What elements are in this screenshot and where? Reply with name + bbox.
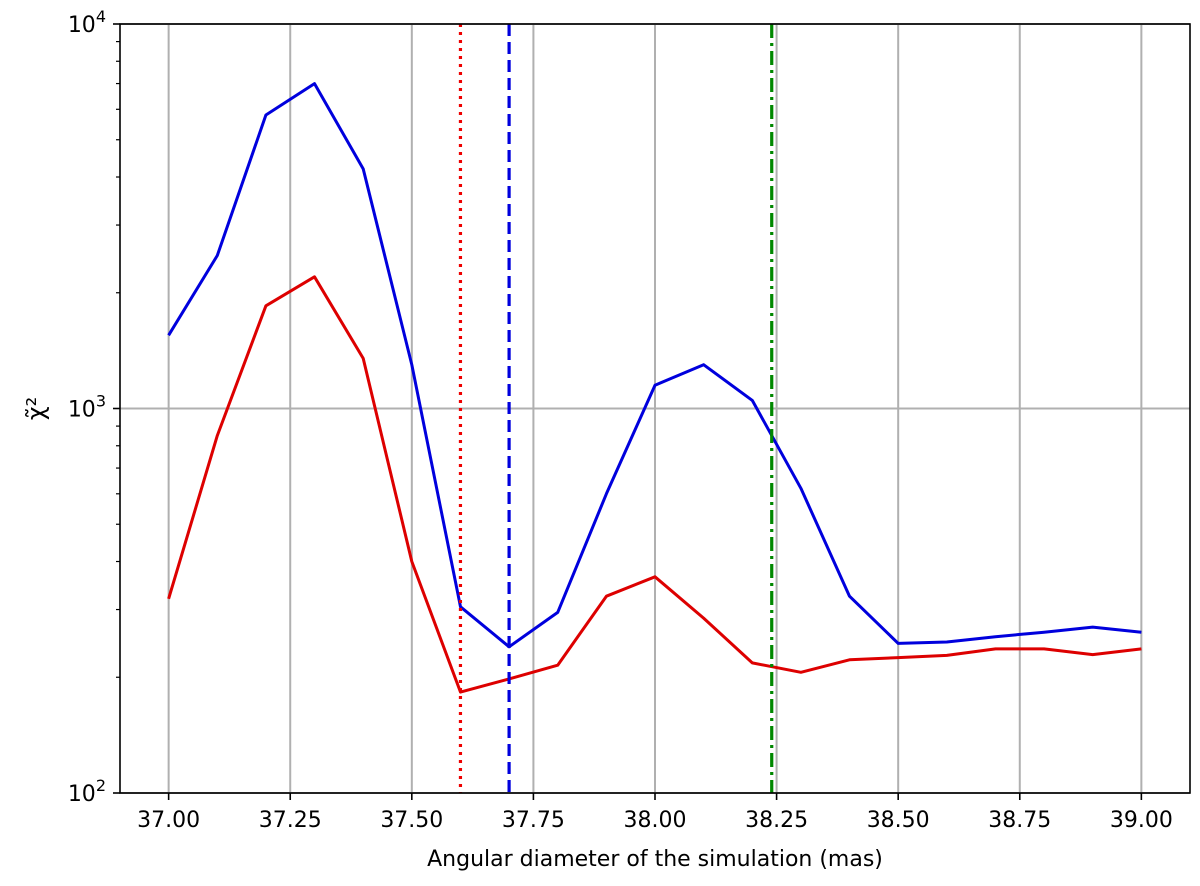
x-tick-label: 37.75 xyxy=(502,808,565,833)
x-tick-label: 37.25 xyxy=(259,808,322,833)
x-tick-label: 38.00 xyxy=(624,808,687,833)
x-tick-label: 38.25 xyxy=(745,808,808,833)
series-line-2 xyxy=(167,275,1142,694)
y-tick-label: 102 xyxy=(68,776,106,807)
y-tick-label: 103 xyxy=(68,392,106,423)
x-tick-label: 38.75 xyxy=(988,808,1051,833)
x-tick-label: 39.00 xyxy=(1110,808,1173,833)
y-axis-label: χ̃² xyxy=(22,397,50,420)
x-axis-label: Angular diameter of the simulation (mas) xyxy=(427,847,883,872)
reference-lines xyxy=(458,24,774,793)
x-tick-label: 37.00 xyxy=(137,808,200,833)
series-line-1 xyxy=(167,82,1142,649)
x-tick-label: 37.50 xyxy=(380,808,443,833)
grid-layer xyxy=(120,23,1190,794)
y-tick-label: 104 xyxy=(68,7,106,38)
tick-layer: 37.00 37.25 37.50 37.75 38.00 38.25 38.50 38.75… xyxy=(68,7,1173,833)
series-layer xyxy=(167,82,1142,694)
x-tick-label: 38.50 xyxy=(867,808,930,833)
